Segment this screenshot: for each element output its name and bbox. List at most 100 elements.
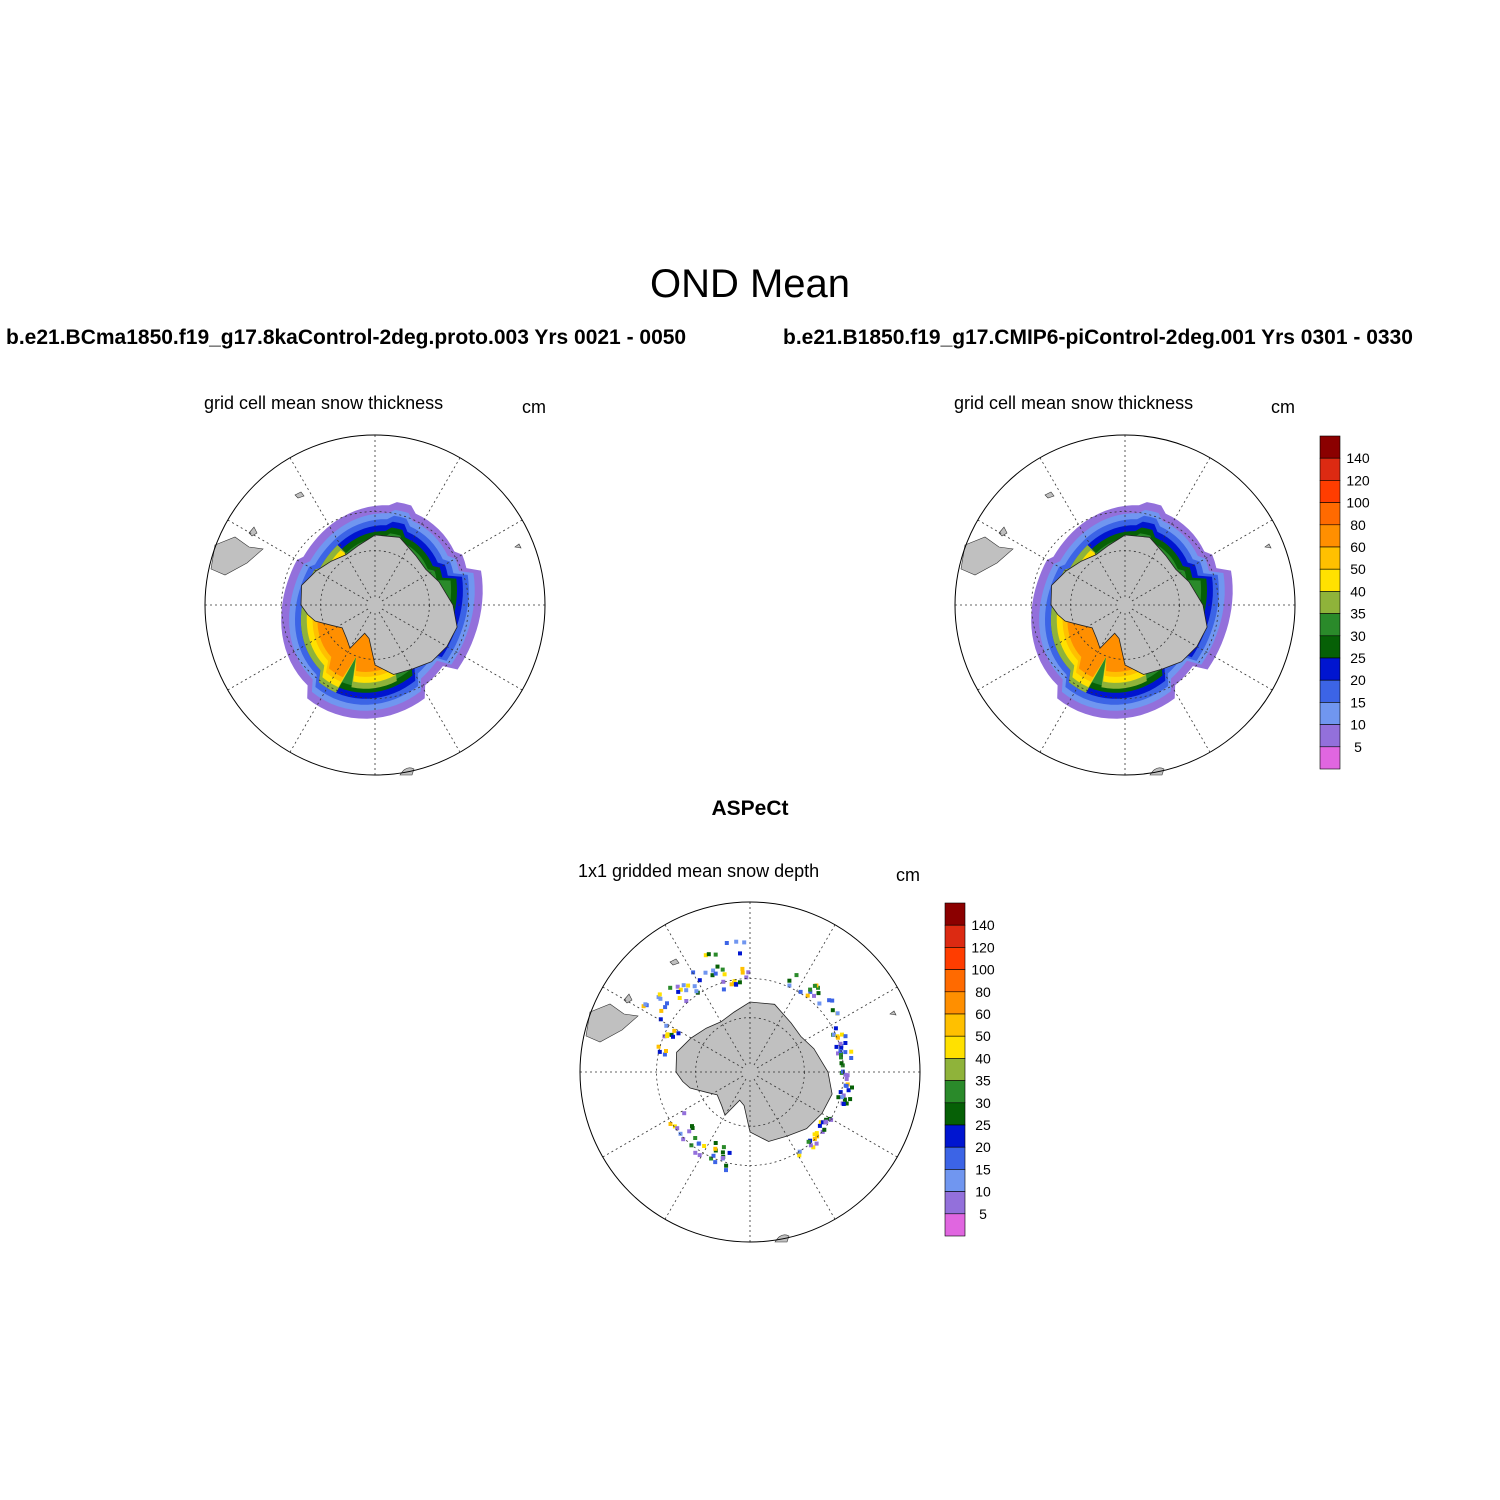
snow-depth-point (675, 1126, 680, 1131)
colorbar-swatch (1319, 635, 1341, 659)
colorbar-tick-label: 35 (975, 1073, 991, 1089)
snow-depth-point (720, 1156, 725, 1160)
map-frame (954, 434, 1296, 776)
left-snow-map (204, 434, 546, 776)
snow-depth-point (812, 983, 817, 988)
graticule (205, 435, 545, 775)
snow-depth-point (840, 1032, 844, 1037)
snow-depth-point (711, 1153, 716, 1158)
snow-depth-point (713, 1160, 718, 1165)
snow-depth-point (830, 1008, 835, 1013)
snow-depth-point (681, 1137, 686, 1142)
snow-depth-point (703, 970, 708, 975)
snow-depth-point (835, 1035, 840, 1040)
parallel-circle (656, 978, 844, 1166)
snow-depth-point (838, 1090, 843, 1095)
colorbar-swatch (944, 1035, 966, 1059)
snow-depth-point (729, 982, 734, 987)
parallel-circle (320, 550, 430, 660)
obs-snow-map (579, 901, 921, 1243)
island-land (514, 543, 522, 549)
snow-depth-point (816, 991, 821, 996)
snow-depth-point (843, 1034, 848, 1039)
snow-depth-point (744, 975, 749, 980)
snow-depth-point (720, 967, 725, 972)
colorbar-tick-label: 140 (1346, 450, 1370, 466)
colorbar-swatch (1319, 613, 1341, 637)
antarctica-land (1050, 534, 1208, 675)
colorbar-swatch (1319, 546, 1341, 570)
snow-depth-point (840, 1063, 845, 1068)
snow-depth-point (740, 966, 745, 971)
snow-depth-point (839, 1055, 843, 1060)
colorbar-swatch (1319, 568, 1341, 592)
obs-colorbar: 140 120 100 80 60 50 40 35 30 25 20 15 10 5 (944, 902, 995, 1237)
snow-depth-point (724, 1163, 729, 1168)
snow-depth-point (694, 989, 699, 994)
snow-depth-point (706, 952, 711, 957)
snow-depth-point (836, 1095, 841, 1100)
snow-depth-point (787, 983, 792, 988)
snow-depth-point (811, 1145, 816, 1150)
colorbar-tick-label: 100 (1346, 495, 1370, 511)
south-america-land (960, 536, 1014, 576)
colorbar-swatch (1319, 502, 1341, 526)
south-america-land (210, 536, 264, 576)
snow-depth-point (724, 1168, 728, 1173)
colorbar-tick-label: 80 (1350, 517, 1366, 533)
snow-depth-point (709, 1156, 714, 1161)
snow-depth-point (684, 999, 689, 1003)
colorbar-swatch (944, 902, 966, 926)
snow-depth-point (817, 1123, 822, 1128)
colorbar-tick-label: 100 (971, 962, 995, 978)
snow-depth-point (839, 1095, 844, 1100)
meridian-line (227, 608, 369, 691)
snow-depth-point (681, 983, 686, 988)
island-land (1044, 491, 1055, 499)
snow-depth-point (691, 970, 696, 975)
snow-depth-point (734, 939, 739, 944)
colorbar-tick-label: 15 (975, 1161, 991, 1177)
colorbar-swatch (1319, 702, 1341, 725)
snow-depth-point (656, 995, 661, 1000)
colorbar-tick-label: 5 (979, 1206, 987, 1222)
colorbar-tick-label: 10 (975, 1184, 991, 1200)
snow-depth-point (697, 1153, 702, 1158)
colorbar-tick-label: 140 (971, 917, 995, 933)
snow-depth-point (668, 985, 673, 990)
colorbar-tick-label: 50 (1350, 561, 1366, 577)
snow-depth-point (662, 1052, 667, 1057)
right-panel-units: cm (1271, 397, 1295, 417)
snow-depth-point (684, 988, 689, 993)
snow-depth-point (721, 979, 726, 984)
colorbar-swatch (944, 1102, 966, 1126)
snow-depth-point (849, 1056, 854, 1060)
snow-depth-point (682, 1111, 687, 1116)
snow-depth-point (702, 1144, 707, 1148)
snow-depth-point (696, 1141, 701, 1146)
colorbar-tick-label: 40 (975, 1050, 991, 1066)
snow-depth-point (794, 973, 799, 978)
snow-depth-point (833, 1026, 838, 1031)
snow-depth-point (664, 1023, 669, 1028)
colorbar-tick-label: 60 (975, 1006, 991, 1022)
snow-depth-point (665, 1034, 670, 1039)
right-colorbar: 140 120 100 80 60 50 40 35 30 25 20 15 10 5 (1319, 435, 1370, 770)
snow-depth-point (697, 978, 702, 983)
snow-depth-point (668, 1122, 673, 1126)
island-land (669, 958, 680, 966)
snow-depth-point (746, 970, 751, 975)
snow-depth-point (848, 1097, 853, 1102)
snow-depth-point (671, 1034, 675, 1039)
snow-depth-point (659, 1008, 664, 1013)
snow-depth-point (806, 1139, 811, 1144)
snow-depth-point (713, 1141, 718, 1145)
snow-depth-point (643, 1002, 648, 1007)
snow-depth-point (721, 987, 726, 992)
snow-depth-point (711, 968, 716, 973)
map-frame (579, 901, 921, 1243)
obs-panel-units: cm (896, 865, 920, 885)
colorbar-tick-label: 15 (1350, 694, 1366, 710)
snow-depth-point (838, 1041, 843, 1046)
snow-depth-point (720, 1150, 725, 1155)
